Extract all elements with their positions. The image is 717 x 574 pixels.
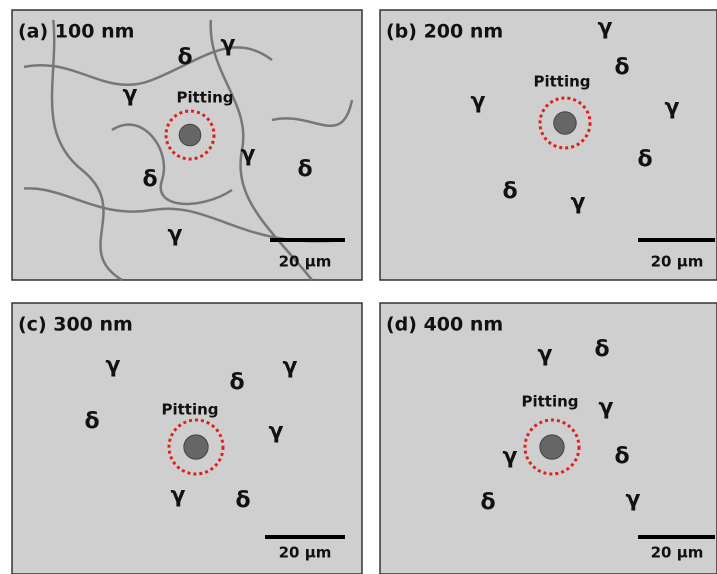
micrograph-panel: (a) 100 nm Pitting δ γ γ γ δ δ γ 20 µm bbox=[12, 10, 362, 280]
panel-label: (b) 200 nm bbox=[386, 21, 503, 43]
pitting-label: Pitting bbox=[176, 89, 233, 107]
phase-label: δ bbox=[297, 157, 312, 182]
phase-label: δ bbox=[177, 45, 192, 70]
phase-label: δ bbox=[502, 179, 517, 204]
scale-bar-label: 20 µm bbox=[279, 544, 332, 562]
phase-label: δ bbox=[235, 488, 250, 513]
panel-label: (d) 400 nm bbox=[386, 314, 503, 336]
phase-label: δ bbox=[480, 490, 495, 515]
phase-label: δ bbox=[637, 147, 652, 172]
figure: (a) 100 nmPittingδγγγδδγ20 µm(b) 200 nmP… bbox=[0, 0, 717, 574]
phase-label: δ bbox=[614, 55, 629, 80]
phase-label: δ bbox=[229, 370, 244, 395]
pit bbox=[540, 435, 564, 459]
phase-label: γ bbox=[221, 32, 236, 57]
phase-label: γ bbox=[503, 444, 518, 469]
phase-label: γ bbox=[283, 354, 298, 379]
phase-label: γ bbox=[571, 190, 586, 215]
phase-label: δ bbox=[142, 167, 157, 192]
scale-bar-label: 20 µm bbox=[279, 253, 332, 271]
phase-label: γ bbox=[269, 419, 284, 444]
phase-label: δ bbox=[84, 409, 99, 434]
pitting-label: Pitting bbox=[161, 401, 218, 419]
phase-label: γ bbox=[123, 82, 138, 107]
phase-label: γ bbox=[171, 483, 186, 508]
pitting-label: Pitting bbox=[521, 393, 578, 411]
phase-label: γ bbox=[598, 15, 613, 40]
pit bbox=[179, 124, 201, 146]
phase-label: δ bbox=[614, 444, 629, 469]
phase-label: γ bbox=[106, 353, 121, 378]
phase-label: γ bbox=[168, 222, 183, 247]
phase-label: γ bbox=[241, 142, 256, 167]
phase-label: γ bbox=[471, 89, 486, 114]
phase-label: γ bbox=[599, 395, 614, 420]
pit bbox=[184, 435, 208, 459]
scale-bar-label: 20 µm bbox=[651, 544, 704, 562]
panel-label: (a) 100 nm bbox=[18, 21, 134, 43]
pitting-label: Pitting bbox=[533, 73, 590, 91]
phase-label: γ bbox=[538, 342, 553, 367]
phase-label: γ bbox=[626, 487, 641, 512]
panel-label: (c) 300 nm bbox=[18, 314, 133, 336]
scale-bar-label: 20 µm bbox=[651, 253, 704, 271]
phase-label: γ bbox=[665, 95, 680, 120]
pit bbox=[554, 112, 577, 135]
phase-label: δ bbox=[594, 337, 609, 362]
